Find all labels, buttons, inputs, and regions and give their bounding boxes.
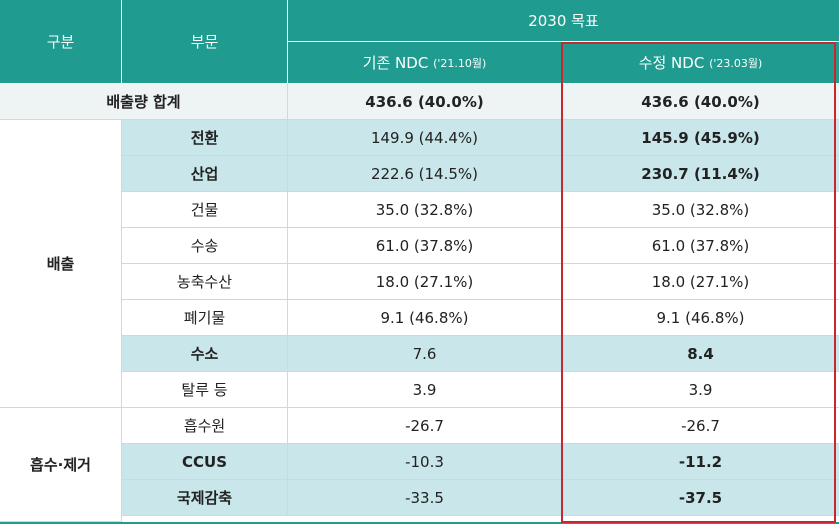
header-revised-ndc: 수정 NDC ('23.03월)	[562, 42, 839, 84]
total-label: 배출량 합계	[0, 84, 288, 120]
row-revised: -26.7	[562, 408, 839, 444]
header-2030-target: 2030 목표	[288, 0, 839, 42]
row-existing: 149.9 (44.4%)	[288, 120, 562, 156]
row-sector: 폐기물	[122, 300, 288, 336]
row-existing: 222.6 (14.5%)	[288, 156, 562, 192]
row-revised: 8.4	[562, 336, 839, 372]
row-existing: 3.9	[288, 372, 562, 408]
total-revised: 436.6 (40.0%)	[562, 84, 839, 120]
table-bottom-rule	[0, 522, 839, 524]
row-sector: CCUS	[122, 444, 288, 480]
row-sector: 흡수원	[122, 408, 288, 444]
row-sector: 수소	[122, 336, 288, 372]
row-existing: -26.7	[288, 408, 562, 444]
row-sector: 수송	[122, 228, 288, 264]
revised-ndc-label: 수정 NDC	[638, 54, 705, 72]
row-existing: 7.6	[288, 336, 562, 372]
row-revised: 61.0 (37.8%)	[562, 228, 839, 264]
group-emission: 배출	[0, 120, 122, 408]
row-revised: 9.1 (46.8%)	[562, 300, 839, 336]
row-sector: 산업	[122, 156, 288, 192]
revised-ndc-date: ('23.03월)	[709, 56, 763, 70]
row-sector: 국제감축	[122, 480, 288, 516]
existing-ndc-label: 기존 NDC	[362, 54, 429, 72]
header-sector: 부문	[122, 0, 288, 84]
total-existing: 436.6 (40.0%)	[288, 84, 562, 120]
group-absorption: 흡수·제거	[0, 408, 122, 522]
header-existing-ndc: 기존 NDC ('21.10월)	[288, 42, 562, 84]
row-existing: 61.0 (37.8%)	[288, 228, 562, 264]
row-existing: 9.1 (46.8%)	[288, 300, 562, 336]
row-existing: 18.0 (27.1%)	[288, 264, 562, 300]
row-revised: 230.7 (11.4%)	[562, 156, 839, 192]
row-revised: 35.0 (32.8%)	[562, 192, 839, 228]
row-sector: 건물	[122, 192, 288, 228]
row-existing: -10.3	[288, 444, 562, 480]
row-sector: 농축수산	[122, 264, 288, 300]
row-revised: 18.0 (27.1%)	[562, 264, 839, 300]
row-revised: 3.9	[562, 372, 839, 408]
row-sector: 전환	[122, 120, 288, 156]
header-category: 구분	[0, 0, 122, 84]
row-existing: -33.5	[288, 480, 562, 516]
row-sector: 탈루 등	[122, 372, 288, 408]
existing-ndc-date: ('21.10월)	[433, 56, 487, 70]
row-revised: -37.5	[562, 480, 839, 516]
row-revised: -11.2	[562, 444, 839, 480]
row-existing: 35.0 (32.8%)	[288, 192, 562, 228]
row-revised: 145.9 (45.9%)	[562, 120, 839, 156]
